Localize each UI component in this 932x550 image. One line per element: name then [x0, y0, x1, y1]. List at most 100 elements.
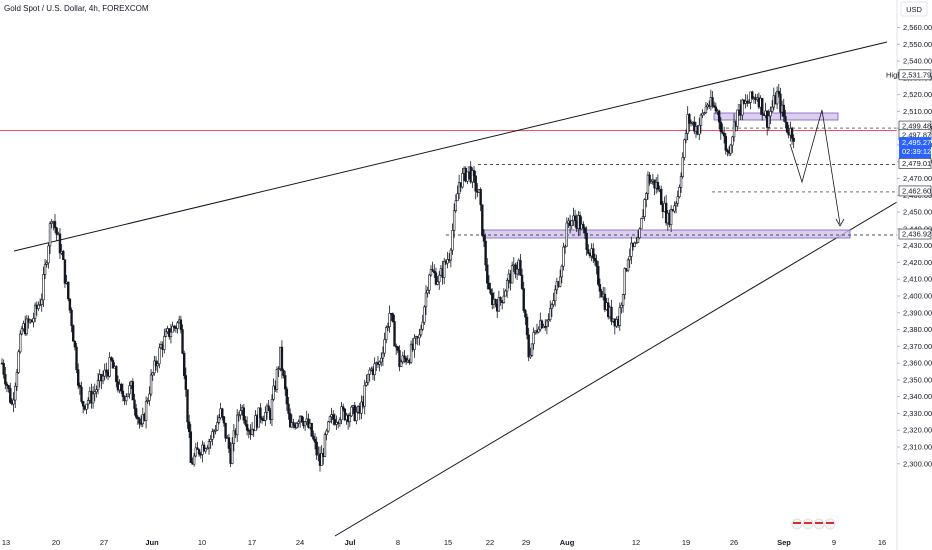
flag-icons[interactable]: [791, 518, 836, 530]
candle-body: [4, 374, 7, 385]
candle-body: [770, 106, 774, 112]
candle-body: [751, 91, 754, 99]
candle-body: [148, 393, 151, 401]
candle-body: [300, 415, 303, 422]
candle-body: [146, 400, 149, 402]
symbol-title[interactable]: Gold Spot / U.S. Dollar, 4h, FOREXCOM: [4, 4, 149, 13]
candle-body: [641, 216, 645, 219]
candle-body: [747, 102, 751, 104]
candle-body: [366, 373, 370, 383]
candle-body: [491, 293, 494, 306]
candle-body: [443, 260, 446, 278]
candle-body: [424, 292, 428, 308]
candle-body: [452, 210, 456, 231]
support-zone[interactable]: [483, 229, 851, 239]
candle-body: [623, 268, 626, 295]
time-axis[interactable]: 13 20 27 Jun 10 17 24 Jul 8 15 22 29 Aug 12 19 26 Sep 9 16: [2, 538, 886, 547]
candle-body: [381, 352, 385, 359]
candle-body: [111, 359, 115, 369]
candle-body: [396, 346, 400, 351]
candle-body: [378, 361, 381, 365]
candle-body: [72, 325, 75, 342]
candle-body: [552, 300, 555, 305]
candle-body: [388, 312, 391, 327]
candle-body: [413, 337, 416, 350]
projection-path[interactable]: [789, 109, 841, 225]
candle-body: [712, 105, 716, 108]
time-tick-label: 9: [832, 538, 836, 547]
price-tags: High 2,531.79 2,499.482,497.872,495.2702:3…: [884, 69, 932, 240]
candle-body: [182, 352, 186, 376]
price-tick-label: 2,410.00: [903, 275, 932, 284]
candle-body: [126, 393, 130, 397]
candle-body: [136, 416, 140, 420]
candle-body: [187, 421, 191, 433]
time-tick-label: Jul: [345, 538, 356, 547]
candle-body: [704, 106, 708, 114]
candle-body: [736, 109, 739, 127]
candle-body: [73, 340, 77, 348]
candle-body: [196, 447, 199, 450]
candle-body: [656, 182, 660, 190]
candle-body: [327, 421, 330, 432]
candle-body: [360, 401, 363, 414]
candle-body: [206, 447, 209, 450]
price-tick-label: 2,450.00: [903, 208, 932, 217]
candle-body: [779, 93, 782, 113]
candle-body: [250, 428, 254, 435]
candle-body: [484, 240, 487, 266]
candle-body: [42, 274, 45, 301]
candle-body: [312, 435, 315, 440]
annotation-layer: [789, 109, 845, 227]
candle-body: [209, 438, 212, 442]
candle-body: [214, 429, 217, 432]
candle-body: [510, 265, 514, 284]
candle-body: [338, 419, 342, 424]
resistance-zone[interactable]: [713, 112, 839, 121]
currency-button[interactable]: USD: [900, 1, 928, 17]
candle-body: [471, 170, 474, 183]
wedge-lower-trendline[interactable]: [334, 201, 898, 537]
candle-body: [645, 193, 648, 200]
candle-body: [674, 203, 678, 207]
candle-body: [457, 182, 461, 195]
candle-body: [221, 408, 224, 417]
price-tick-label: 2,330.00: [903, 409, 932, 418]
candle-body: [25, 318, 29, 335]
candle-body: [7, 385, 10, 389]
candle-body: [184, 375, 188, 390]
candle-body: [525, 316, 529, 336]
price-tick-label: 2,350.00: [903, 375, 932, 384]
wedge-upper-trendline[interactable]: [13, 41, 888, 252]
candle-body: [635, 242, 638, 244]
candle-body: [676, 196, 679, 204]
candle-body: [270, 399, 274, 420]
candle-body: [648, 174, 651, 184]
candle-body: [138, 418, 141, 424]
candle-body: [792, 137, 795, 142]
time-tick-label: 20: [52, 538, 60, 547]
candle-body: [277, 368, 280, 370]
candle-body: [38, 304, 42, 306]
candle-body: [121, 390, 125, 397]
candle-body: [393, 321, 396, 347]
candle-body: [722, 132, 726, 137]
candle-body: [313, 438, 317, 443]
candle-body: [125, 396, 128, 402]
candle-body: [244, 419, 247, 425]
candle-body: [505, 280, 509, 292]
price-axis[interactable]: 2,560.002,550.002,540.002,530.002,520.00…: [896, 0, 932, 550]
candle-body: [328, 416, 332, 423]
candle-body: [245, 424, 249, 431]
candle-body: [549, 308, 552, 320]
candle-body: [438, 274, 441, 283]
candle-body: [486, 264, 489, 284]
candle-body: [446, 259, 449, 264]
candle-body: [186, 389, 189, 423]
candle-body: [108, 357, 111, 377]
candle-body: [297, 421, 300, 424]
candle-body: [333, 419, 337, 425]
candle-body: [340, 406, 343, 421]
candle-body: [380, 357, 383, 363]
